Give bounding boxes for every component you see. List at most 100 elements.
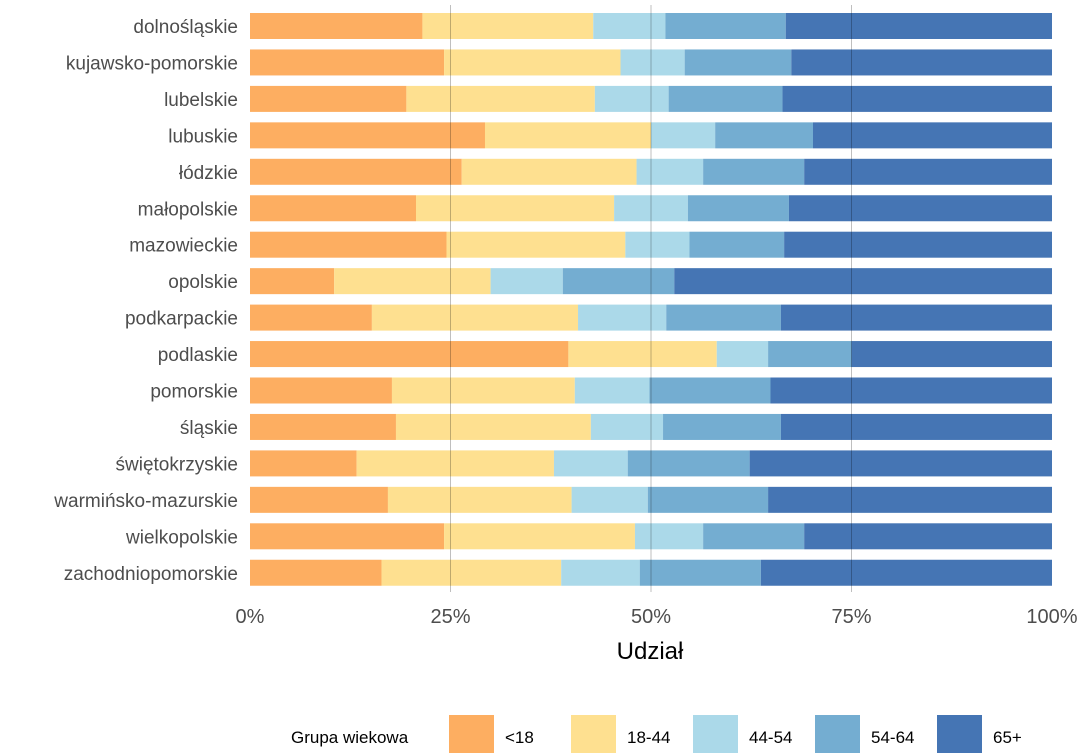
- bar-swietokrzyskie-3: [553, 450, 628, 477]
- bar-zachodniopomorskie-4: [639, 559, 761, 586]
- bar-podkarpackie-5: [780, 304, 1052, 331]
- bar-kujawsko-pomorskie-2: [444, 49, 621, 76]
- bar-lubelskie-1: [250, 85, 407, 112]
- legend-key-5: [937, 715, 982, 753]
- bar-warminsko-mazurskie-4: [647, 486, 769, 513]
- category-label-pomorskie: pomorskie: [150, 382, 238, 403]
- bar-zachodniopomorskie-1: [250, 559, 382, 586]
- bar-lodzkie-3: [636, 158, 704, 185]
- category-label-podlaskie: podlaskie: [158, 345, 238, 366]
- bar-mazowieckie-4: [689, 231, 785, 258]
- category-label-kujawsko-pomorskie: kujawsko-pomorskie: [66, 53, 238, 74]
- category-label-lodzkie: łódzkie: [179, 163, 238, 184]
- bar-lubuskie-3: [651, 122, 716, 149]
- bar-dolnoslaskie-5: [785, 13, 1052, 39]
- bar-lubuskie-2: [484, 122, 651, 149]
- grid-layer: [450, 5, 852, 592]
- bar-opolskie-1: [250, 268, 335, 295]
- bar-podkarpackie-1: [250, 304, 372, 331]
- bar-kujawsko-pomorskie-4: [684, 49, 792, 76]
- bar-podlaskie-4: [768, 341, 852, 368]
- bar-podlaskie-5: [851, 341, 1052, 368]
- bar-lubuskie-4: [715, 122, 813, 149]
- bar-warminsko-mazurskie-1: [250, 486, 388, 513]
- bar-podkarpackie-4: [666, 304, 781, 331]
- bar-opolskie-5: [674, 268, 1052, 295]
- category-labels: dolnośląskie kujawsko-pomorskie lubelskie l…: [53, 17, 238, 585]
- bar-malopolskie-4: [687, 195, 789, 222]
- legend-key-1: [449, 715, 494, 753]
- bar-lubelskie-2: [406, 85, 595, 112]
- bar-warminsko-mazurskie-2: [387, 486, 572, 513]
- category-label-slaskie: śląskie: [180, 418, 238, 439]
- bar-lubelskie-4: [668, 85, 783, 112]
- bar-slaskie-1: [250, 413, 396, 440]
- bar-slaskie-3: [590, 413, 664, 440]
- bar-podlaskie-2: [568, 341, 717, 368]
- legend: Grupa wiekowa <18 18-44 44-54 54-64 65+: [291, 715, 1022, 753]
- bar-slaskie-4: [663, 413, 781, 440]
- category-label-opolskie: opolskie: [168, 272, 238, 293]
- category-label-lubelskie: lubelskie: [164, 90, 238, 111]
- legend-key-3: [693, 715, 738, 753]
- x-tick-label-50: 50%: [631, 606, 671, 628]
- bar-wielkopolskie-4: [703, 523, 805, 550]
- legend-title: Grupa wiekowa: [291, 728, 409, 747]
- legend-label-2: 18-44: [627, 728, 670, 747]
- bar-mazowieckie-5: [784, 231, 1052, 258]
- category-label-mazowieckie: mazowieckie: [129, 236, 238, 257]
- bar-opolskie-4: [562, 268, 675, 295]
- category-label-zachodniopomorskie: zachodniopomorskie: [64, 564, 238, 585]
- bar-opolskie-2: [334, 268, 491, 295]
- bar-pomorskie-2: [391, 377, 575, 404]
- bar-wielkopolskie-3: [634, 523, 704, 550]
- bar-mazowieckie-1: [250, 231, 447, 258]
- legend-label-5: 65+: [993, 728, 1022, 747]
- bar-slaskie-5: [780, 413, 1052, 440]
- bar-pomorskie-5: [770, 377, 1052, 404]
- bar-lodzkie-2: [461, 158, 637, 185]
- bar-lodzkie-1: [250, 158, 462, 185]
- bar-dolnoslaskie-2: [422, 13, 594, 39]
- bar-wielkopolskie-1: [250, 523, 445, 550]
- bar-dolnoslaskie-3: [593, 13, 666, 39]
- legend-label-3: 44-54: [749, 728, 792, 747]
- bar-swietokrzyskie-1: [250, 450, 357, 477]
- bar-malopolskie-2: [416, 195, 615, 222]
- bar-mazowieckie-3: [625, 231, 690, 258]
- bar-pomorskie-3: [574, 377, 650, 404]
- bar-lubuskie-1: [250, 122, 485, 149]
- category-label-dolnoslaskie: dolnośląskie: [133, 17, 238, 38]
- x-tick-label-75: 75%: [831, 606, 871, 628]
- bar-podlaskie-3: [716, 341, 769, 368]
- bar-lubelskie-3: [594, 85, 669, 112]
- bar-podkarpackie-3: [578, 304, 667, 331]
- bar-lodzkie-5: [804, 158, 1052, 185]
- legend-label-1: <18: [505, 728, 534, 747]
- bar-wielkopolskie-2: [444, 523, 635, 550]
- bar-swietokrzyskie-2: [356, 450, 554, 477]
- legend-key-2: [571, 715, 616, 753]
- bar-pomorskie-1: [250, 377, 392, 404]
- bar-mazowieckie-2: [446, 231, 626, 258]
- x-axis-title: Udział: [617, 638, 684, 665]
- bar-slaskie-2: [395, 413, 591, 440]
- bar-malopolskie-1: [250, 195, 417, 222]
- bar-lodzkie-4: [703, 158, 805, 185]
- bar-warminsko-mazurskie-3: [571, 486, 648, 513]
- x-tick-label-25: 25%: [430, 606, 470, 628]
- bar-podlaskie-1: [250, 341, 569, 368]
- bar-zachodniopomorskie-3: [561, 559, 640, 586]
- category-label-podkarpackie: podkarpackie: [125, 309, 238, 330]
- bar-wielkopolskie-5: [804, 523, 1052, 550]
- bar-opolskie-3: [490, 268, 563, 295]
- legend-key-4: [815, 715, 860, 753]
- bar-pomorskie-4: [649, 377, 771, 404]
- x-tick-label-0: 0%: [236, 606, 265, 628]
- bar-lubuskie-5: [813, 122, 1052, 149]
- bar-kujawsko-pomorskie-1: [250, 49, 445, 76]
- x-tick-labels: 0% 25% 50% 75% 100%: [236, 606, 1078, 628]
- bar-zachodniopomorskie-5: [760, 559, 1052, 586]
- bar-dolnoslaskie-1: [250, 13, 423, 39]
